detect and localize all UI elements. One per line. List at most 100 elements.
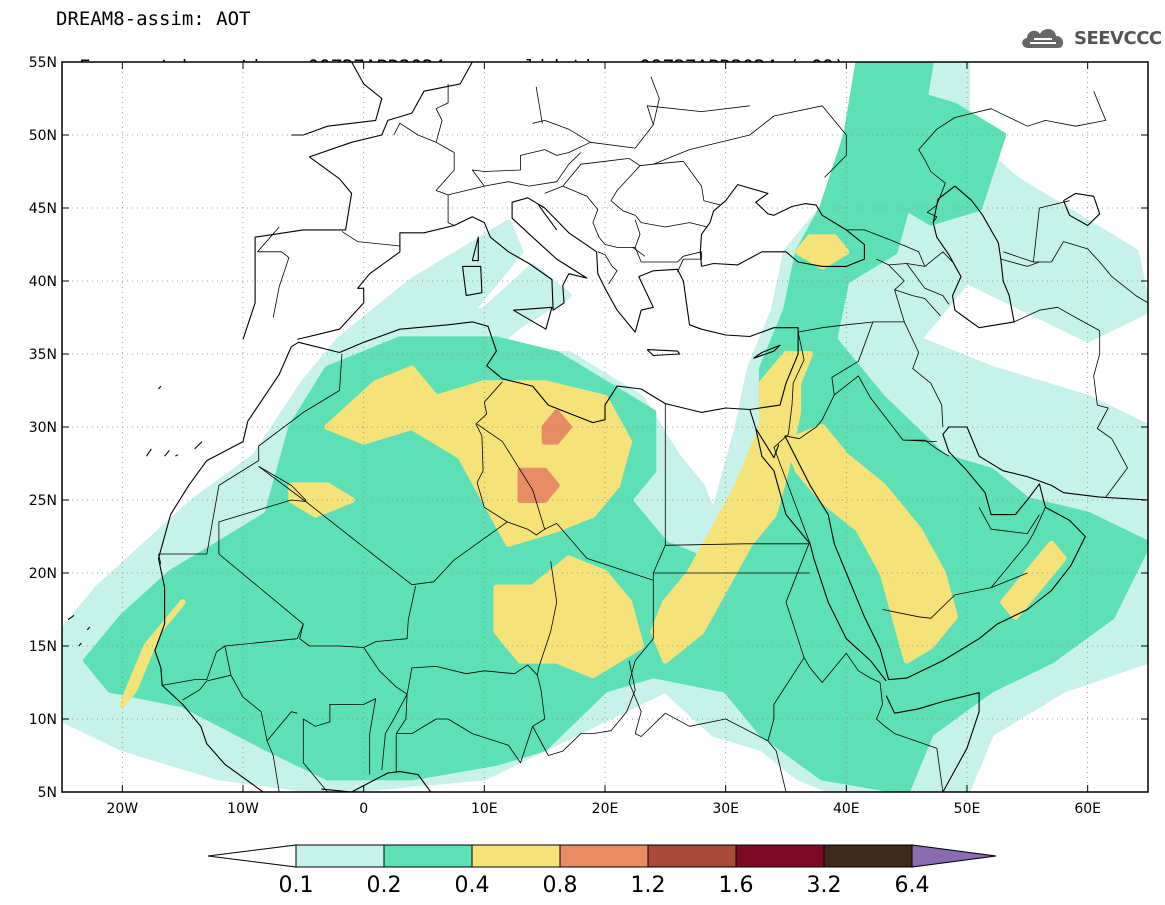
border-line [182, 674, 231, 701]
border-line [158, 353, 343, 555]
coastlines [67, 62, 1148, 792]
country-borders [158, 76, 1148, 792]
colorbar-segment [735, 844, 825, 868]
lon-tick-label: 30E [712, 801, 739, 817]
colorbar-label: 3.2 [807, 873, 842, 898]
lat-tick-label: 5N [38, 785, 57, 801]
coastline [885, 692, 980, 792]
border-line [632, 247, 646, 257]
aot-area-0_8-0 [517, 467, 560, 503]
border-line [597, 251, 618, 285]
border-line [903, 439, 950, 457]
logo-text: SEEVCCC [1074, 27, 1162, 49]
border-line [1000, 258, 1040, 267]
border-line [990, 507, 1046, 588]
border-line [303, 698, 377, 775]
colorbar-segment [383, 844, 473, 868]
border-line [393, 122, 455, 226]
aot-area-0_4-2 [119, 599, 186, 708]
coastline [513, 306, 553, 330]
border-line [302, 719, 328, 792]
coastline [158, 385, 162, 390]
colorbar-segment [471, 844, 561, 868]
coastline [462, 265, 483, 297]
coastline [699, 184, 865, 267]
lat-tick-label: 30N [29, 420, 57, 436]
aot-area-0_8-1 [541, 409, 572, 445]
coastline [242, 62, 473, 340]
coastline [86, 626, 91, 631]
coastline [164, 450, 170, 457]
colorbar-segment [823, 844, 913, 868]
lon-tick-label: 20E [592, 801, 619, 817]
colorbar-label: 0.4 [455, 873, 490, 898]
border-line [341, 231, 400, 247]
border-line [257, 226, 290, 318]
coastline [538, 204, 558, 231]
lat-tick-label: 10N [29, 712, 57, 728]
border-line [544, 185, 702, 263]
border-line [628, 580, 654, 734]
lat-tick-label: 35N [29, 347, 57, 363]
coastline [1062, 192, 1101, 227]
aot-area-0_4-5 [795, 234, 850, 270]
colorbar-label: 0.8 [543, 873, 578, 898]
border-line [535, 86, 543, 124]
colorbar-segment [647, 844, 737, 868]
border-line [532, 660, 636, 756]
coastline [291, 62, 383, 136]
border-line [876, 682, 944, 792]
colorbar-label: 1.6 [719, 873, 754, 898]
aot-area-0_4-7 [288, 482, 355, 518]
border-line [767, 657, 805, 792]
lat-tick-label: 15N [29, 639, 57, 655]
border-line [906, 263, 950, 305]
border-line [831, 321, 874, 395]
border-line [266, 711, 298, 742]
border-line [650, 76, 660, 125]
coastline [755, 428, 780, 459]
aot-area-0_2-1 [855, 88, 1007, 226]
colorbar-segment [559, 844, 649, 868]
coastline [194, 441, 203, 450]
colorbar-label: 0.2 [367, 873, 402, 898]
coastline [646, 349, 681, 357]
coastline [321, 771, 432, 792]
lat-tick-label: 40N [29, 274, 57, 290]
border-line [846, 229, 926, 267]
border-line [882, 572, 1028, 619]
coastline [154, 197, 799, 792]
border-line [785, 543, 881, 683]
border-line [476, 403, 666, 581]
colorbar: 0.1 0.2 0.4 0.8 1.2 1.6 3.2 6.4 [207, 844, 997, 898]
cloud-icon [1022, 28, 1064, 48]
border-line [1003, 200, 1070, 263]
coastline [78, 642, 82, 647]
border-line [218, 466, 307, 554]
border-line [634, 219, 641, 248]
axis-ticks: 20W 10W 0 10E 20E 30E 40E 50E 60E 5N 10N 15N 20N 25N 3… [29, 55, 1148, 817]
lat-tick-label: 50N [29, 128, 57, 144]
coastline [146, 448, 152, 457]
border-line [665, 543, 809, 546]
border-line [435, 83, 449, 143]
border-line [924, 251, 953, 267]
coastline [932, 185, 1015, 329]
coastline [753, 344, 781, 359]
border-line [894, 289, 941, 317]
coastline [784, 426, 1148, 681]
border-line [1013, 306, 1128, 498]
border-line [978, 507, 1040, 534]
colorbar-label: 6.4 [895, 873, 930, 898]
border-line [363, 561, 558, 695]
lat-tick-label: 20N [29, 566, 57, 582]
colorbar-segment [295, 844, 385, 868]
border-line [677, 251, 702, 273]
lon-tick-label: 40E [833, 801, 860, 817]
border-line [562, 157, 721, 206]
border-line [634, 105, 750, 149]
border-line [653, 105, 847, 178]
coastline [471, 236, 479, 262]
aot-area-0_1-1 [336, 219, 524, 343]
